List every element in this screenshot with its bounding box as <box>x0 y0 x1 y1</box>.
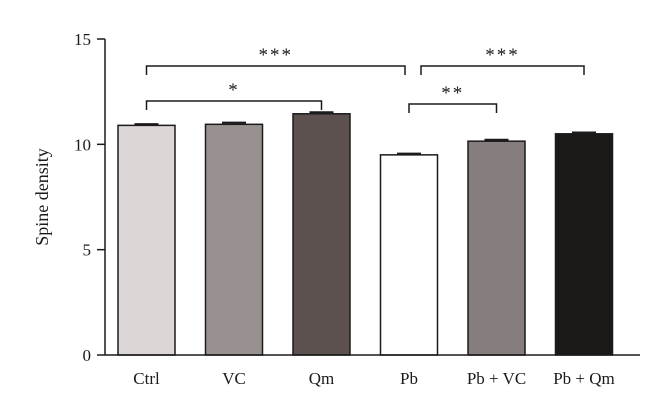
significance-bracket <box>408 103 498 113</box>
y-axis-label: Spine density <box>32 148 52 246</box>
significance-label: *** <box>485 45 520 66</box>
significance-bracket <box>420 65 585 75</box>
bars <box>117 113 614 356</box>
x-tick-label: Pb <box>400 369 418 388</box>
bar-vc <box>204 123 264 356</box>
bar-qm <box>292 113 351 356</box>
x-tick-label: Pb + VC <box>467 369 526 388</box>
x-axis: Ctrl VC Qm Pb Pb + VC Pb + Qm <box>105 354 640 388</box>
significance-label: *** <box>259 45 294 66</box>
x-tick-label: Pb + Qm <box>553 369 615 388</box>
significance-bracket <box>145 65 406 75</box>
bar-pb <box>379 154 439 356</box>
significance-bracket <box>145 100 323 110</box>
x-tick-label: Qm <box>309 369 335 388</box>
y-tick-label: 5 <box>83 241 92 260</box>
x-tick-label: Ctrl <box>133 369 160 388</box>
y-tick-label: 10 <box>74 135 91 154</box>
significance-label: * <box>228 80 240 101</box>
bar-pb-qm <box>554 133 614 356</box>
y-tick-label: 0 <box>83 346 92 365</box>
y-axis: 0 5 10 15 <box>74 30 106 365</box>
significance-annotations: ********* <box>145 45 585 113</box>
bar-ctrl <box>117 124 176 356</box>
error-bars <box>134 111 596 155</box>
y-tick-label: 15 <box>74 30 91 49</box>
bar-pb-vc <box>467 140 526 356</box>
x-tick-label: VC <box>222 369 246 388</box>
significance-label: ** <box>441 83 464 104</box>
